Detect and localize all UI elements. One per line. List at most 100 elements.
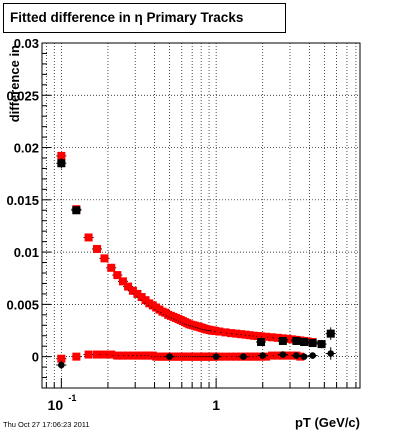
square-marker bbox=[221, 352, 230, 361]
circle-marker bbox=[279, 351, 287, 358]
square-marker bbox=[133, 289, 142, 298]
square-marker bbox=[262, 332, 271, 341]
x-tick-label: 1 bbox=[212, 397, 220, 413]
square-marker bbox=[84, 350, 93, 359]
square-marker bbox=[118, 277, 127, 286]
square-marker bbox=[113, 271, 122, 280]
circle-marker bbox=[166, 353, 173, 360]
x-tick-label-base: 1 bbox=[212, 397, 220, 413]
square-marker bbox=[72, 206, 81, 215]
data-point bbox=[106, 263, 117, 272]
square-marker bbox=[57, 354, 66, 363]
data-point bbox=[299, 338, 310, 346]
chart-title: Fitted difference in η Primary Tracks bbox=[10, 10, 244, 25]
square-marker bbox=[227, 352, 236, 361]
square-marker bbox=[268, 333, 277, 342]
x-tick-label-exponent: -1 bbox=[68, 393, 76, 403]
x-tick-label-base: 10 bbox=[48, 397, 64, 413]
square-marker bbox=[107, 263, 116, 272]
square-marker bbox=[57, 159, 66, 168]
square-marker bbox=[124, 282, 133, 291]
square-marker bbox=[100, 350, 109, 359]
data-point bbox=[56, 158, 67, 169]
data-point bbox=[299, 353, 310, 360]
square-marker bbox=[237, 330, 246, 339]
square-marker bbox=[107, 350, 116, 359]
square-marker bbox=[268, 351, 277, 360]
timestamp: Thu Oct 27 17:06:23 2011 bbox=[3, 420, 90, 429]
data-points bbox=[56, 151, 336, 370]
circle-marker bbox=[327, 350, 335, 357]
data-point bbox=[99, 254, 110, 263]
square-marker bbox=[100, 254, 109, 263]
square-marker bbox=[273, 333, 282, 342]
data-point bbox=[325, 347, 336, 360]
circle-marker bbox=[309, 352, 316, 359]
y-tick-label: 0.025 bbox=[6, 88, 39, 103]
data-point bbox=[92, 244, 103, 253]
square-marker bbox=[262, 352, 271, 361]
square-marker bbox=[257, 338, 266, 346]
square-marker bbox=[283, 334, 292, 343]
circle-marker bbox=[212, 353, 220, 360]
data-point bbox=[164, 353, 175, 360]
square-marker bbox=[93, 244, 102, 253]
y-axis-label: difference in bbox=[7, 45, 22, 122]
y-tick-label: 0.02 bbox=[14, 141, 39, 156]
y-tick-label: 0.015 bbox=[6, 193, 39, 208]
circle-marker bbox=[293, 352, 300, 359]
data-point bbox=[257, 352, 268, 359]
square-marker bbox=[227, 329, 236, 338]
y-tick-label: 0 bbox=[32, 350, 39, 365]
circle-marker bbox=[58, 361, 65, 369]
data-point bbox=[277, 336, 288, 345]
square-marker bbox=[118, 351, 127, 360]
circle-marker bbox=[300, 353, 308, 360]
data-point bbox=[291, 336, 302, 345]
square-marker bbox=[273, 351, 282, 360]
series-2 bbox=[56, 158, 336, 349]
square-marker bbox=[232, 329, 241, 338]
data-point bbox=[307, 339, 318, 348]
circle-marker bbox=[240, 353, 247, 360]
y-tick-label: 0.03 bbox=[14, 36, 39, 51]
y-tick-label: 0.01 bbox=[14, 245, 39, 260]
axis-labels: 0 0.005 0.01 0.015 0.02 0.025 0.03 10 -1 1 pT (GeV… bbox=[6, 36, 360, 430]
square-marker bbox=[300, 338, 309, 346]
series-3 bbox=[56, 347, 336, 370]
x-tick-label: 10 -1 bbox=[48, 393, 77, 413]
data-point bbox=[277, 351, 288, 358]
data-point bbox=[56, 151, 67, 160]
circle-marker bbox=[259, 352, 267, 359]
data-point bbox=[238, 353, 249, 360]
square-marker bbox=[57, 151, 66, 160]
square-marker bbox=[241, 330, 250, 339]
square-marker bbox=[326, 329, 335, 338]
data-point bbox=[117, 277, 128, 286]
square-marker bbox=[308, 339, 317, 348]
data-point bbox=[112, 271, 123, 280]
y-tick-label: 0.005 bbox=[6, 297, 39, 312]
data-point bbox=[56, 360, 67, 370]
data-point bbox=[56, 354, 67, 363]
square-marker bbox=[292, 336, 301, 345]
square-marker bbox=[288, 335, 297, 344]
chart-title-box: Fitted difference in η Primary Tracks bbox=[3, 3, 286, 33]
x-axis-label: pT (GeV/c) bbox=[295, 415, 360, 430]
square-marker bbox=[278, 336, 287, 345]
data-point bbox=[71, 206, 82, 215]
square-marker bbox=[113, 351, 122, 360]
data-point bbox=[123, 282, 134, 291]
square-marker bbox=[221, 328, 230, 337]
data-point bbox=[325, 327, 336, 340]
data-point bbox=[83, 350, 94, 359]
grid bbox=[42, 42, 360, 388]
axis-ticks bbox=[42, 42, 357, 389]
data-point bbox=[307, 352, 318, 359]
square-marker bbox=[84, 233, 93, 242]
data-point bbox=[83, 233, 94, 242]
data-point bbox=[256, 338, 267, 346]
data-point bbox=[316, 339, 327, 349]
